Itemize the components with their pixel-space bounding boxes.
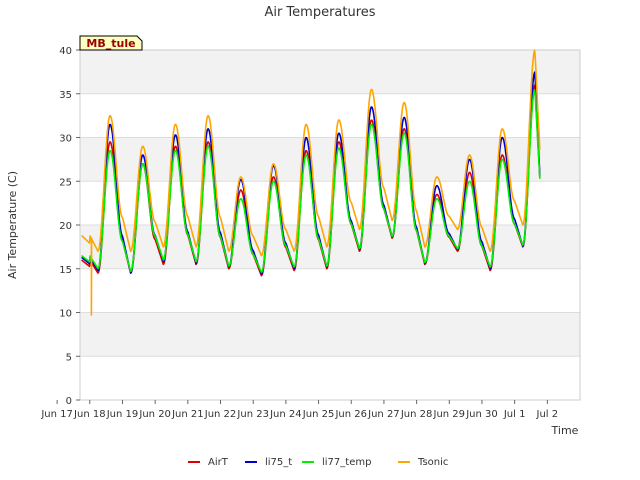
y-tick-label: 10 bbox=[59, 309, 72, 320]
legend-label: AirT bbox=[208, 457, 229, 468]
plot-band bbox=[80, 312, 580, 357]
x-tick-label: Jul 1 bbox=[503, 409, 526, 420]
series-line-tsonic bbox=[81, 49, 541, 316]
site-label-box: MB_tule bbox=[79, 35, 143, 51]
series-line-li77_temp bbox=[81, 88, 541, 273]
x-tick-label: Jun 21 bbox=[171, 409, 204, 420]
axes: 0 5 10 15 20 25 30 35 40 Jun 17 Jun 18 Jun 19 Jun 20… bbox=[40, 46, 558, 420]
series-lines bbox=[81, 49, 541, 316]
plot-band bbox=[80, 50, 580, 94]
x-tick-label: Jun 27 bbox=[367, 409, 400, 420]
x-tick-label: Jun 22 bbox=[204, 409, 237, 420]
x-tick-label: Jul 2 bbox=[536, 409, 559, 420]
y-tick-label: 20 bbox=[59, 221, 72, 232]
legend: AirT li75_t li77_temp Tsonic bbox=[188, 457, 448, 468]
legend-item: Tsonic bbox=[398, 457, 448, 468]
x-tick-label: Jun 26 bbox=[334, 409, 367, 420]
y-tick-label: 30 bbox=[59, 134, 72, 145]
x-tick-label: Jun 20 bbox=[138, 409, 171, 420]
y-tick-label: 15 bbox=[59, 265, 72, 276]
x-tick-label: Jun 28 bbox=[400, 409, 433, 420]
chart-title: Air Temperatures bbox=[264, 5, 375, 20]
y-tick-label: 0 bbox=[66, 396, 72, 407]
legend-label: li75_t bbox=[265, 457, 292, 468]
x-tick-label: Jun 18 bbox=[73, 409, 106, 420]
legend-label: li77_temp bbox=[322, 457, 371, 468]
y-tick-label: 25 bbox=[59, 177, 72, 188]
x-axis-label: Time bbox=[551, 424, 579, 437]
y-tick-label: 5 bbox=[66, 352, 72, 363]
x-tick-label: Jun 19 bbox=[106, 409, 139, 420]
legend-item: AirT bbox=[188, 457, 229, 468]
x-tick-label: Jun 23 bbox=[236, 409, 269, 420]
site-label: MB_tule bbox=[86, 37, 135, 50]
y-tick-label: 35 bbox=[59, 90, 72, 101]
legend-label: Tsonic bbox=[417, 457, 448, 468]
legend-item: li77_temp bbox=[302, 457, 371, 468]
x-tick-label: Jun 25 bbox=[302, 409, 335, 420]
x-tick-label: Jun 29 bbox=[433, 409, 466, 420]
x-tick-label: Jun 24 bbox=[269, 409, 302, 420]
x-tick-label: Jun 30 bbox=[465, 409, 498, 420]
legend-item: li75_t bbox=[245, 457, 292, 468]
gridlines bbox=[80, 49, 580, 401]
y-tick-label: 40 bbox=[59, 46, 72, 57]
x-tick-label: Jun 17 bbox=[40, 409, 73, 420]
y-axis-label: Air Temperature (C) bbox=[6, 171, 19, 279]
plot-bands bbox=[80, 50, 580, 357]
